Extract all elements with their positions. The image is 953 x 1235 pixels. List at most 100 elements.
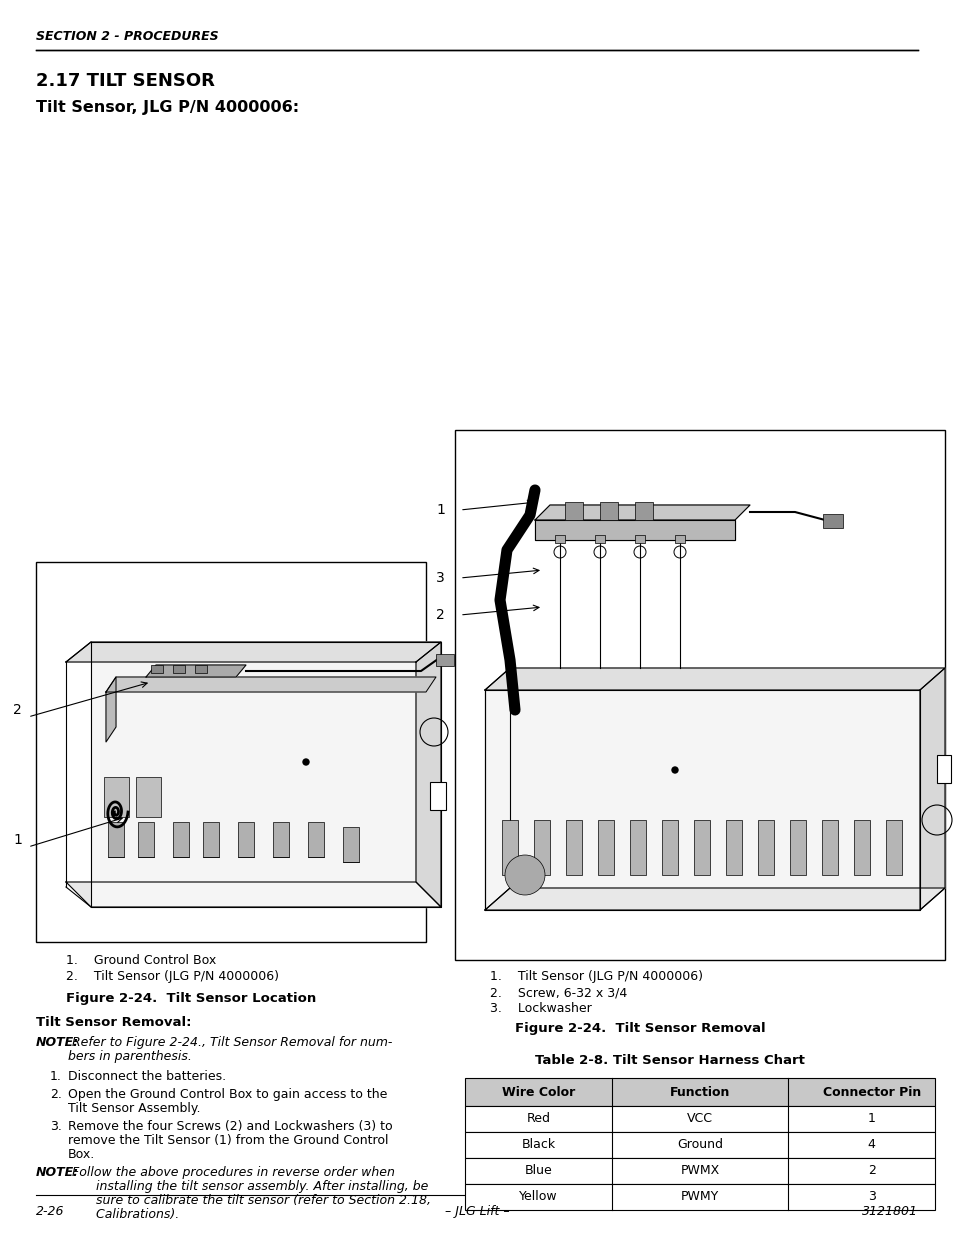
Bar bbox=[661, 820, 678, 876]
Bar bbox=[172, 664, 185, 673]
Text: – JLG Lift –: – JLG Lift – bbox=[444, 1205, 509, 1218]
Bar bbox=[758, 820, 773, 876]
Text: 2.    Tilt Sensor (JLG P/N 4000006): 2. Tilt Sensor (JLG P/N 4000006) bbox=[66, 969, 278, 983]
Text: Disconnect the batteries.: Disconnect the batteries. bbox=[68, 1070, 226, 1083]
Polygon shape bbox=[146, 664, 246, 677]
Bar bbox=[138, 823, 153, 857]
Text: 4: 4 bbox=[867, 1139, 875, 1151]
Text: SECTION 2 - PROCEDURES: SECTION 2 - PROCEDURES bbox=[36, 30, 218, 43]
Polygon shape bbox=[535, 520, 734, 540]
Bar bbox=[821, 820, 837, 876]
Text: Follow the above procedures in reverse order when: Follow the above procedures in reverse o… bbox=[68, 1166, 395, 1179]
Text: 2: 2 bbox=[436, 608, 444, 622]
Text: 3.: 3. bbox=[50, 1120, 62, 1132]
Text: 1.    Ground Control Box: 1. Ground Control Box bbox=[66, 953, 216, 967]
Bar bbox=[564, 501, 582, 520]
Text: installing the tilt sensor assembly. After installing, be: installing the tilt sensor assembly. Aft… bbox=[68, 1179, 428, 1193]
Text: Function: Function bbox=[669, 1086, 730, 1098]
Bar bbox=[464, 1107, 934, 1132]
Text: 1.: 1. bbox=[50, 1070, 62, 1083]
Text: PWMX: PWMX bbox=[679, 1165, 720, 1177]
Text: 1: 1 bbox=[867, 1113, 875, 1125]
Text: Red: Red bbox=[526, 1113, 550, 1125]
Bar bbox=[693, 820, 709, 876]
Bar bbox=[343, 827, 358, 862]
Polygon shape bbox=[66, 642, 440, 662]
Bar bbox=[108, 823, 124, 857]
Text: NOTE:: NOTE: bbox=[36, 1036, 79, 1049]
Text: Yellow: Yellow bbox=[518, 1191, 558, 1203]
Text: Connector Pin: Connector Pin bbox=[821, 1086, 920, 1098]
Text: 2.: 2. bbox=[50, 1088, 62, 1100]
Text: 2-26: 2-26 bbox=[36, 1205, 65, 1218]
Text: Tilt Sensor, JLG P/N 4000006:: Tilt Sensor, JLG P/N 4000006: bbox=[36, 100, 299, 115]
Bar bbox=[237, 823, 253, 857]
Bar bbox=[534, 820, 550, 876]
Text: Figure 2-24.  Tilt Sensor Removal: Figure 2-24. Tilt Sensor Removal bbox=[515, 1023, 765, 1035]
Bar bbox=[203, 823, 219, 857]
Bar bbox=[464, 1078, 934, 1107]
Bar bbox=[936, 755, 950, 783]
Text: 2.17 TILT SENSOR: 2.17 TILT SENSOR bbox=[36, 72, 214, 90]
Text: sure to calibrate the tilt sensor (refer to Section 2.18,: sure to calibrate the tilt sensor (refer… bbox=[68, 1194, 431, 1207]
Bar bbox=[464, 1158, 934, 1184]
Text: 3.    Lockwasher: 3. Lockwasher bbox=[490, 1002, 591, 1015]
Bar bbox=[464, 1132, 934, 1158]
Bar bbox=[36, 562, 426, 942]
Bar bbox=[598, 820, 614, 876]
Text: Box.: Box. bbox=[68, 1149, 95, 1161]
Text: VCC: VCC bbox=[686, 1113, 713, 1125]
Polygon shape bbox=[106, 677, 116, 742]
Bar bbox=[629, 820, 645, 876]
Text: Ground: Ground bbox=[677, 1139, 722, 1151]
Text: PWMY: PWMY bbox=[680, 1191, 719, 1203]
Text: Remove the four Screws (2) and Lockwashers (3) to: Remove the four Screws (2) and Lockwashe… bbox=[68, 1120, 393, 1132]
Text: Tilt Sensor Assembly.: Tilt Sensor Assembly. bbox=[68, 1102, 200, 1115]
Text: 3121801: 3121801 bbox=[862, 1205, 917, 1218]
Text: Blue: Blue bbox=[524, 1165, 552, 1177]
Bar bbox=[455, 430, 944, 960]
Polygon shape bbox=[91, 642, 440, 906]
Text: Wire Color: Wire Color bbox=[501, 1086, 575, 1098]
Text: 1: 1 bbox=[436, 503, 444, 517]
Bar bbox=[430, 782, 446, 810]
Text: 2: 2 bbox=[867, 1165, 875, 1177]
Text: Figure 2-24.  Tilt Sensor Location: Figure 2-24. Tilt Sensor Location bbox=[66, 992, 315, 1005]
Bar bbox=[599, 501, 618, 520]
Polygon shape bbox=[106, 677, 436, 692]
Bar bbox=[151, 664, 163, 673]
Bar bbox=[595, 535, 604, 543]
Text: remove the Tilt Sensor (1) from the Ground Control: remove the Tilt Sensor (1) from the Grou… bbox=[68, 1134, 388, 1147]
Circle shape bbox=[504, 855, 544, 895]
Bar bbox=[464, 1184, 934, 1210]
Bar bbox=[555, 535, 564, 543]
Text: NOTE:: NOTE: bbox=[36, 1166, 79, 1179]
Bar bbox=[853, 820, 869, 876]
Bar bbox=[273, 823, 289, 857]
Text: Tilt Sensor Removal:: Tilt Sensor Removal: bbox=[36, 1016, 192, 1029]
Bar bbox=[725, 820, 741, 876]
Polygon shape bbox=[416, 642, 440, 906]
Bar bbox=[172, 823, 189, 857]
Bar bbox=[104, 777, 129, 818]
Text: Refer to Figure 2-24., Tilt Sensor Removal for num-: Refer to Figure 2-24., Tilt Sensor Remov… bbox=[68, 1036, 392, 1049]
Bar bbox=[436, 655, 454, 666]
Text: 1.    Tilt Sensor (JLG P/N 4000006): 1. Tilt Sensor (JLG P/N 4000006) bbox=[490, 969, 702, 983]
Text: 3: 3 bbox=[436, 571, 444, 585]
Bar bbox=[565, 820, 581, 876]
Bar bbox=[789, 820, 805, 876]
Bar bbox=[675, 535, 684, 543]
Polygon shape bbox=[535, 505, 749, 520]
Text: 2: 2 bbox=[13, 703, 22, 718]
Bar bbox=[635, 535, 644, 543]
Bar bbox=[501, 820, 517, 876]
Text: bers in parenthesis.: bers in parenthesis. bbox=[68, 1050, 192, 1063]
Polygon shape bbox=[919, 668, 944, 910]
Text: 2.    Screw, 6-32 x 3/4: 2. Screw, 6-32 x 3/4 bbox=[490, 986, 626, 999]
Polygon shape bbox=[484, 690, 919, 910]
Text: 1: 1 bbox=[13, 832, 22, 847]
Text: Calibrations).: Calibrations). bbox=[68, 1208, 179, 1221]
Polygon shape bbox=[66, 882, 440, 906]
Circle shape bbox=[671, 767, 678, 773]
Bar bbox=[885, 820, 901, 876]
